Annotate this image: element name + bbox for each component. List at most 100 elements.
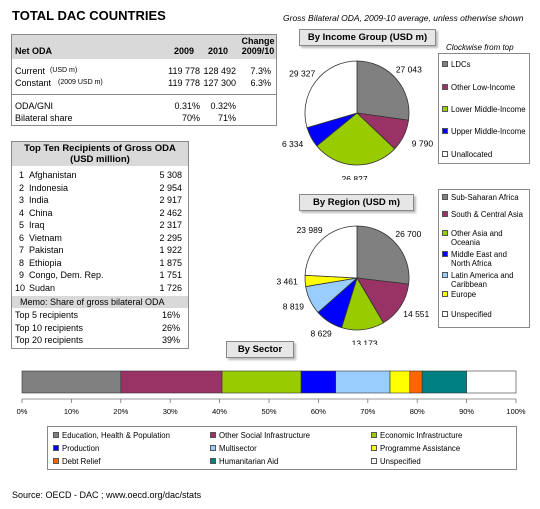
sector-segment-production xyxy=(300,370,336,394)
pie-value-label: 13 173 xyxy=(352,339,378,345)
memo-row-value: 26% xyxy=(161,322,180,333)
legend-item: South & Central Asia xyxy=(442,210,528,219)
pie-value-label: 6 334 xyxy=(282,139,304,149)
legend-label: Europe xyxy=(451,290,477,299)
legend-label: Production xyxy=(62,444,100,453)
top-ten-header-line1: Top Ten Recipients of Gross ODA xyxy=(24,143,176,154)
recipient-value: 5 308 xyxy=(159,170,182,180)
net-oda-divider xyxy=(12,94,276,95)
memo-row-label: Top 20 recipients xyxy=(15,335,84,345)
net-oda-header: Net ODA 2009 2010 Change 2009/10 xyxy=(12,35,276,59)
legend-item: Unallocated xyxy=(442,150,528,159)
legend-label: Multisector xyxy=(219,444,257,453)
net-oda-table: Net ODA 2009 2010 Change 2009/10 Current… xyxy=(11,34,277,126)
legend-item: Other Asia and Oceania xyxy=(442,229,528,247)
legend-label: Debt Relief xyxy=(62,457,101,466)
legend-swatch xyxy=(442,106,448,112)
legend-swatch xyxy=(371,458,377,464)
sector-segment-multisector xyxy=(335,370,391,394)
income-pie-chart: 27 043 9 790 26 827 6 334 29 327 xyxy=(282,60,433,180)
recipient-rank: 2 xyxy=(19,182,25,193)
memo-label: Memo: Share of gross bilateral ODA xyxy=(20,297,165,307)
pie-slice-sub-saharan-africa xyxy=(356,225,410,285)
sector-tick-label: 10% xyxy=(64,407,79,416)
sector-legend-item: Education, Health & Population xyxy=(53,431,203,440)
legend-item: Lower Middle-Income xyxy=(442,105,528,114)
legend-swatch xyxy=(442,151,448,157)
legend-label: Other Asia and Oceania xyxy=(451,229,503,247)
sector-chart-title: By Sector xyxy=(226,341,294,358)
source-note: Source: OECD - DAC ; www.oecd.org/dac/st… xyxy=(12,490,202,500)
net-oda-header-2010: 2010 xyxy=(208,46,229,56)
pie-value-label: 3 461 xyxy=(276,277,298,287)
income-chart-title: By Income Group (USD m) xyxy=(299,29,436,46)
pie-value-label: 27 043 xyxy=(396,65,422,75)
legend-swatch xyxy=(442,291,448,297)
legend-swatch xyxy=(210,432,216,438)
net-oda-row-2009: 119 778 xyxy=(168,66,200,76)
net-oda-row-label: ODA/GNI xyxy=(15,101,54,111)
sector-tick-label: 0% xyxy=(17,407,28,416)
legend-label: Unallocated xyxy=(451,150,493,159)
sector-tick-label: 40% xyxy=(212,407,227,416)
recipient-name: Vietnam xyxy=(29,232,62,243)
legend-item: Other Low-Income xyxy=(442,83,528,92)
recipient-rank: 10 xyxy=(15,282,26,293)
sector-legend-item: Economic Infrastructure xyxy=(371,431,521,440)
legend-label: Education, Health & Population xyxy=(62,431,170,440)
sector-legend-item: Other Social Infrastructure xyxy=(210,431,360,440)
legend-swatch xyxy=(210,445,216,451)
legend-label: Other Social Infrastructure xyxy=(219,431,311,440)
memo-row-label: Top 10 recipients xyxy=(15,322,84,333)
recipient-rank: 6 xyxy=(19,232,25,243)
page-subtitle: Gross Bilateral ODA, 2009-10 average, un… xyxy=(283,13,524,23)
recipient-name: India xyxy=(29,195,49,205)
recipient-value: 1 875 xyxy=(159,257,182,268)
sector-legend-item: Unspecified xyxy=(371,457,521,466)
legend-label: Middle East and North Africa xyxy=(451,250,507,268)
net-oda-row-2009: 119 778 xyxy=(168,78,200,88)
legend-swatch xyxy=(210,458,216,464)
recipient-value: 1 922 xyxy=(159,245,182,255)
sector-legend-item: Multisector xyxy=(210,444,360,453)
income-legend: LDCs Other Low-Income Lower Middle-Income U… xyxy=(438,53,530,164)
net-oda-row-label: Current xyxy=(15,66,46,76)
recipient-value: 2 295 xyxy=(159,232,182,243)
top-ten-header: Top Ten Recipients of Gross ODA (USD mil… xyxy=(12,142,188,166)
legend-swatch xyxy=(53,445,59,451)
pie-value-label: 26 827 xyxy=(342,174,368,180)
recipient-name: Ethiopia xyxy=(29,257,62,268)
legend-swatch xyxy=(442,251,448,257)
legend-swatch xyxy=(442,211,448,217)
sector-tick-label: 70% xyxy=(360,407,375,416)
recipient-value: 2 917 xyxy=(159,195,182,205)
pie-value-label: 29 327 xyxy=(289,68,315,78)
legend-label: Latin America and Caribbean xyxy=(451,271,514,289)
net-oda-row-label: Bilateral share xyxy=(15,113,73,123)
sector-segment-humanitarian-aid xyxy=(421,370,467,394)
pie-slice-ldcs xyxy=(356,60,410,121)
net-oda-row-change: 7.3% xyxy=(250,66,271,76)
recipient-name: China xyxy=(29,207,53,218)
sector-legend: Education, Health & Population Other Soci… xyxy=(47,426,517,470)
page-title: TOTAL DAC COUNTRIES xyxy=(12,8,166,23)
legend-item: Latin America and Caribbean xyxy=(442,271,528,289)
sector-bar-chart: 0% 10% 20% 30% 40% 50% 60% 70% 80% 90% 100% xyxy=(17,370,526,416)
pie-slice-lower-middle-income xyxy=(316,112,396,166)
sector-tick-label: 20% xyxy=(113,407,128,416)
pie-value-label: 23 989 xyxy=(297,225,323,235)
legend-label: Humanitarian Aid xyxy=(219,457,279,466)
legend-label: LDCs xyxy=(451,60,471,69)
net-oda-row-change: 6.3% xyxy=(250,78,271,88)
memo-row-value: 16% xyxy=(161,310,180,320)
sector-segment-education-health-population xyxy=(21,370,122,394)
legend-label: Programme Assistance xyxy=(380,444,461,453)
recipient-value: 1 751 xyxy=(159,270,182,280)
recipient-rank: 9 xyxy=(19,270,25,280)
pie-value-label: 26 700 xyxy=(395,229,421,239)
recipient-name: Iraq xyxy=(29,220,45,230)
recipient-value: 2 317 xyxy=(159,220,182,230)
legend-swatch xyxy=(442,84,448,90)
net-oda-row-unit: (USD m) xyxy=(50,67,78,74)
sector-segment-debt-relief xyxy=(409,370,423,394)
